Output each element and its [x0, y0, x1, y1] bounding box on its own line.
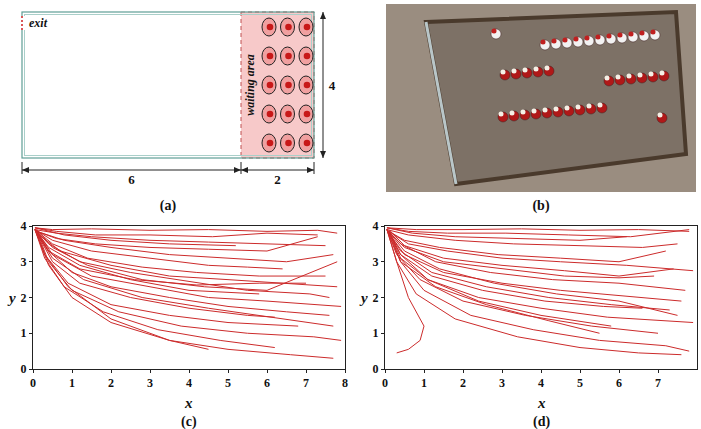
svg-text:2: 2	[21, 291, 27, 305]
svg-text:2: 2	[274, 172, 281, 187]
svg-text:2: 2	[460, 376, 466, 390]
svg-text:3: 3	[21, 255, 27, 269]
svg-text:2: 2	[108, 376, 114, 390]
svg-text:0: 0	[382, 376, 388, 390]
svg-text:4: 4	[21, 219, 27, 233]
svg-text:1: 1	[21, 326, 27, 340]
svg-text:8: 8	[342, 376, 348, 390]
svg-text:4: 4	[538, 376, 544, 390]
svg-text:(c): (c)	[181, 414, 197, 429]
svg-text:4: 4	[373, 219, 379, 233]
svg-text:3: 3	[499, 376, 505, 390]
svg-text:7: 7	[303, 376, 309, 390]
svg-text:6: 6	[616, 376, 622, 390]
svg-text:4: 4	[186, 376, 192, 390]
svg-text:3: 3	[373, 255, 379, 269]
svg-text:0: 0	[21, 362, 27, 376]
svg-text:7: 7	[655, 376, 661, 390]
svg-text:waiting area: waiting area	[243, 54, 257, 116]
svg-text:1: 1	[421, 376, 427, 390]
svg-text:6: 6	[128, 172, 135, 187]
svg-text:exit: exit	[29, 16, 48, 30]
svg-text:5: 5	[225, 376, 231, 390]
svg-text:1: 1	[373, 326, 379, 340]
svg-text:4: 4	[329, 78, 336, 93]
svg-text:5: 5	[577, 376, 583, 390]
svg-text:(a): (a)	[160, 198, 177, 214]
svg-text:0: 0	[373, 362, 379, 376]
svg-text:3: 3	[147, 376, 153, 390]
svg-text:(d): (d)	[533, 414, 550, 429]
svg-text:x: x	[537, 395, 546, 411]
svg-text:(b): (b)	[532, 198, 549, 214]
svg-text:1: 1	[69, 376, 75, 390]
svg-text:y: y	[359, 290, 368, 306]
svg-text:y: y	[7, 290, 16, 306]
svg-text:x: x	[184, 395, 193, 411]
svg-text:2: 2	[373, 291, 379, 305]
svg-text:6: 6	[264, 376, 270, 390]
svg-text:0: 0	[30, 376, 36, 390]
